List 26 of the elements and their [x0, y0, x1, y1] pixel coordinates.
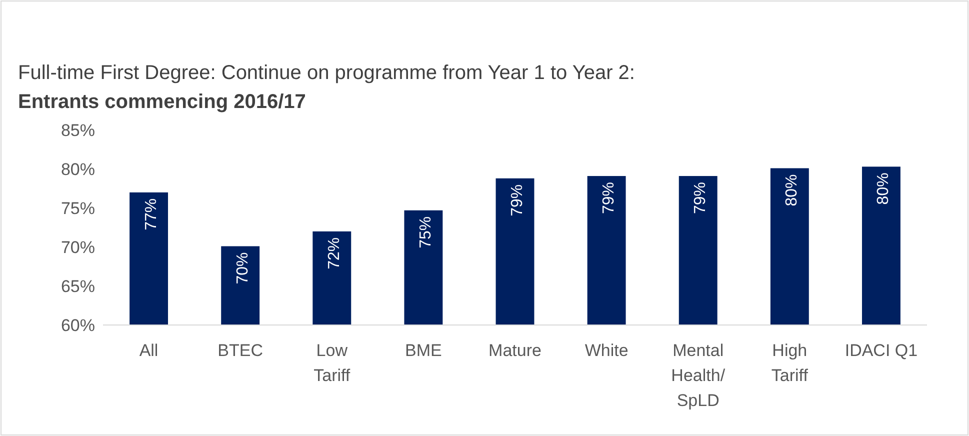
data-label: 70% — [234, 252, 252, 284]
y-tick-label: 85% — [60, 120, 95, 140]
y-tick-label: 80% — [60, 160, 95, 179]
chart-title: Full-time First Degree: Continue on programme from Year 1 to Year 2: — [18, 62, 635, 84]
y-tick-label: 60% — [60, 316, 95, 335]
chart-subtitle: Entrants commencing 2016/17 — [18, 91, 306, 113]
x-tick-label: BME — [405, 341, 442, 360]
y-tick-label: 65% — [60, 276, 95, 296]
data-label: 79% — [692, 182, 710, 214]
x-tick-label: BTEC — [218, 341, 264, 360]
data-label: 77% — [142, 198, 160, 230]
data-label: 79% — [509, 184, 526, 216]
data-label: 80% — [784, 174, 801, 206]
y-tick-label: 70% — [60, 238, 95, 257]
x-tick-label: IDACI Q1 — [844, 341, 918, 360]
x-tick-label: All — [139, 341, 158, 360]
y-tick-label: 75% — [60, 198, 95, 218]
x-tick-label: White — [584, 341, 628, 360]
x-tick-label: Mental Health/ SpLD — [671, 341, 726, 410]
x-tick-label: Low Tariff — [314, 341, 350, 385]
data-label: 80% — [875, 172, 892, 205]
x-tick-label: Mature — [488, 341, 542, 360]
data-label: 75% — [417, 216, 434, 248]
data-label: 72% — [326, 237, 343, 270]
x-tick-label: High Tariff — [771, 341, 808, 385]
data-label: 79% — [600, 182, 618, 214]
